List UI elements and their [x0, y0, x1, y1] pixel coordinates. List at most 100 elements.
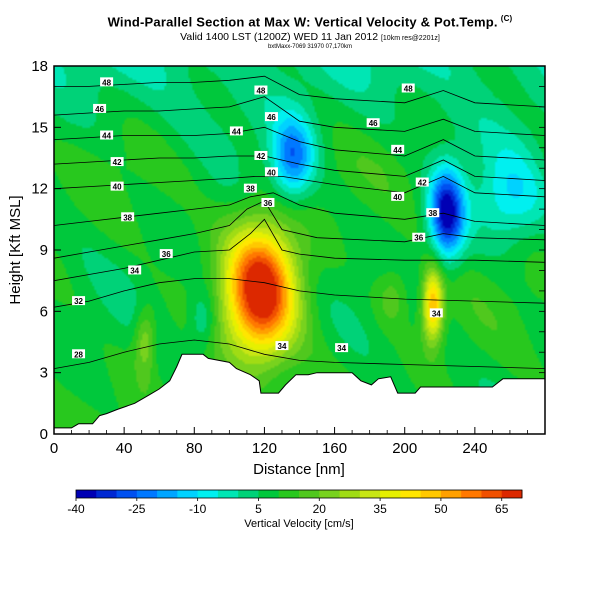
isentrope-label: 44 — [100, 130, 114, 141]
isentrope-label-box — [254, 85, 268, 95]
isentrope-label-box — [72, 349, 86, 359]
colorbar-swatch — [440, 490, 462, 498]
x-tick-label: 40 — [116, 440, 133, 457]
isentrope-label-box — [229, 126, 243, 136]
isentrope-label-text: 40 — [113, 183, 122, 192]
isentrope-label-text: 40 — [267, 168, 276, 177]
isentrope-label: 34 — [335, 343, 349, 353]
isentrope-label: 36 — [261, 197, 275, 208]
isentrope-label: 34 — [275, 341, 289, 351]
isentrope-label: 28 — [72, 349, 86, 359]
isentrope-label: 42 — [254, 150, 268, 161]
isentrope-label-text: 34 — [432, 309, 441, 318]
isentrope-label-text: 44 — [102, 132, 111, 141]
isentrope-label: 38 — [243, 183, 257, 194]
x-tick-label: 120 — [252, 440, 277, 457]
colorbar-swatch — [339, 490, 361, 498]
isentrope-label-box — [110, 157, 124, 167]
isentrope-label: 38 — [121, 212, 135, 222]
isentrope-label: 36 — [412, 232, 426, 243]
isentrope-label-box — [128, 265, 142, 275]
isentrope-label-box — [254, 150, 268, 160]
isentrope-label-box — [401, 83, 415, 93]
isentrope-label-box — [275, 341, 289, 351]
x-axis-title: Distance [nm] — [253, 461, 345, 478]
colorbar-swatch — [177, 490, 199, 498]
colorbar-tick-label: -25 — [128, 502, 146, 516]
isentrope-label-box — [426, 208, 440, 218]
isentrope-label-box — [391, 191, 405, 201]
colorbar-swatch — [238, 490, 259, 498]
isentrope-label: 40 — [264, 167, 278, 177]
vertical-velocity-field — [54, 66, 545, 434]
isentrope-label-text: 34 — [337, 344, 346, 353]
isentrope-label-box — [100, 77, 114, 87]
colorbar-swatch — [278, 490, 300, 498]
isentrope-label: 46 — [366, 118, 380, 128]
isentrope-label-text: 38 — [246, 185, 255, 194]
isentrope-label-box — [243, 183, 257, 193]
colorbar-tick-label: 20 — [313, 502, 327, 516]
y-tick-label: 3 — [40, 365, 48, 382]
x-tick-label: 80 — [186, 440, 203, 457]
isentrope-label: 46 — [264, 112, 278, 122]
isentrope-label-text: 38 — [123, 213, 132, 222]
y-tick-label: 12 — [31, 181, 48, 198]
x-tick-label: 160 — [322, 440, 347, 457]
isentrope-label: 48 — [254, 85, 268, 96]
colorbar-swatch — [359, 490, 381, 498]
isentrope-44 — [54, 126, 545, 161]
isentrope-label-text: 34 — [130, 266, 139, 275]
isentrope-label: 38 — [426, 208, 440, 218]
isentrope-label-text: 42 — [113, 158, 122, 167]
isentrope-label-text: 46 — [369, 119, 378, 128]
isentrope-label: 34 — [429, 308, 443, 318]
y-tick-label: 18 — [31, 58, 48, 75]
colorbar-swatch — [76, 490, 97, 498]
isentrope-label-box — [412, 232, 426, 242]
colorbar-swatch — [157, 490, 178, 498]
x-tick-label: 240 — [462, 440, 487, 457]
colorbar-tick-label: -40 — [67, 502, 85, 516]
isentrope-46 — [54, 96, 545, 136]
isentrope-label: 44 — [229, 126, 243, 136]
colorbar-swatch — [380, 490, 401, 498]
isentrope-label: 40 — [110, 181, 124, 192]
colorbar-tick-label: -10 — [189, 502, 207, 516]
isentrope-label-box — [429, 308, 443, 318]
isentrope-label-text: 48 — [256, 87, 265, 96]
y-axis-title: Height [Kft MSL] — [7, 195, 24, 304]
chart-info-line: bxtMaxx-7069 31970 07,170km — [267, 44, 353, 50]
isentrope-32 — [54, 278, 545, 308]
y-tick-label: 0 — [40, 426, 48, 443]
isentrope-label-box — [415, 177, 429, 187]
isentrope-48 — [54, 75, 545, 108]
copyright-mark: (C) — [500, 14, 513, 23]
colorbar-swatch — [96, 490, 118, 498]
isentrope-label-box — [72, 296, 86, 306]
isentrope-label-box — [366, 118, 380, 128]
colorbar-swatch — [501, 490, 523, 498]
isentrope-label: 44 — [391, 144, 405, 155]
chart-subtitle: Valid 1400 LST (1200Z) WED 11 Jan 2012 [… — [180, 31, 440, 43]
isentrope-label-text: 46 — [95, 105, 104, 114]
colorbar-swatch — [116, 490, 138, 498]
colorbar-tick-label: 65 — [495, 502, 509, 516]
y-tick-label: 15 — [31, 119, 48, 136]
colorbar-swatch — [299, 490, 320, 498]
isentrope-label-text: 44 — [232, 127, 241, 136]
isentrope-label-text: 36 — [263, 199, 272, 208]
chart-title: Wind-Parallel Section at Max W: Vertical… — [107, 14, 513, 30]
isentrope-label: 32 — [72, 296, 86, 306]
isentrope-label-text: 44 — [393, 146, 402, 155]
isentrope-label: 34 — [128, 265, 142, 275]
colorbar-tick-label: 5 — [255, 502, 262, 516]
isentrope-label: 42 — [415, 177, 429, 188]
isentrope-label-box — [159, 249, 173, 259]
isentrope-label-text: 46 — [267, 113, 276, 122]
isentrope-label-box — [93, 103, 107, 113]
isentrope-label: 42 — [110, 157, 124, 167]
isentrope-label-text: 38 — [428, 209, 437, 218]
